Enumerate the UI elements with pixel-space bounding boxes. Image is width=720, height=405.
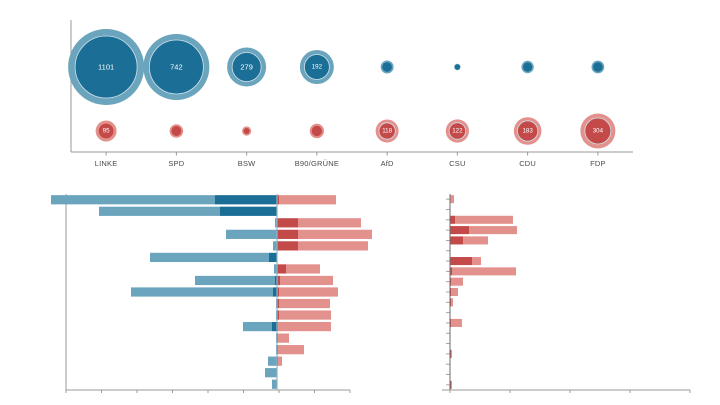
right-bar-row[interactable]: [450, 287, 458, 297]
left-bar-row[interactable]: [275, 218, 361, 228]
bubble-red-spd[interactable]: [169, 124, 184, 138]
bubble-chart-svg: [68, 20, 633, 156]
bubble-blue-spd[interactable]: [143, 34, 210, 100]
bubble-red-bsw[interactable]: [242, 126, 252, 136]
bubble-blue-bsw[interactable]: [227, 47, 267, 87]
right-bar-row[interactable]: [450, 267, 516, 276]
bubble-red-linke[interactable]: [95, 120, 117, 142]
left-bar-row[interactable]: [265, 368, 277, 378]
bubble-blue-linke[interactable]: [68, 29, 145, 105]
right-bar-row[interactable]: [450, 257, 481, 266]
left-bar-row[interactable]: [274, 264, 320, 274]
left-bar-row[interactable]: [276, 345, 304, 355]
left-bar-row[interactable]: [131, 287, 338, 297]
category-label-afd: AfD: [380, 159, 394, 168]
category-label-b90-gr-ne: B90/GRÜNE: [294, 159, 340, 168]
bubble-blue-csu[interactable]: [454, 63, 461, 71]
category-label-csu: CSU: [449, 159, 466, 168]
bubble-chart-panel: 1101 742 279 192 95 118 122 183 304 LINKE SPD BSW B…: [0, 0, 720, 180]
right-bar-row[interactable]: [450, 236, 488, 245]
left-bar-row[interactable]: [99, 206, 277, 216]
right-bar-row[interactable]: [450, 318, 462, 327]
left-bar-row[interactable]: [273, 241, 368, 251]
left-bar-row[interactable]: [268, 356, 282, 366]
bubble-blue-cdu[interactable]: [521, 60, 534, 74]
bubble-red-csu[interactable]: [445, 119, 469, 143]
bar-charts-panel: [0, 182, 720, 405]
bubble-blue-fdp[interactable]: [591, 60, 605, 74]
category-label-linke: LINKE: [94, 159, 118, 168]
bar-charts-svg: [51, 194, 691, 393]
left-bar-row[interactable]: [276, 310, 331, 320]
right-bar-row[interactable]: [450, 215, 513, 224]
left-bar-row[interactable]: [226, 229, 372, 239]
left-bar-row[interactable]: [243, 321, 331, 332]
category-label-fdp: FDP: [590, 159, 606, 168]
right-bar-row[interactable]: [450, 226, 517, 235]
bubble-blue-b90-gr-ne[interactable]: [299, 50, 334, 84]
left-bar-row[interactable]: [276, 298, 330, 309]
bubble-blue-afd[interactable]: [380, 60, 394, 74]
left-bar-row[interactable]: [51, 195, 336, 205]
category-label-cdu: CDU: [519, 159, 537, 168]
bubble-red-b90-gr-ne[interactable]: [309, 123, 325, 139]
category-label-bsw: BSW: [237, 159, 256, 168]
category-label-spd: SPD: [168, 159, 185, 168]
bubble-red-fdp[interactable]: [580, 113, 616, 149]
right-bar-row[interactable]: [450, 195, 454, 204]
left-bar-row[interactable]: [195, 275, 333, 286]
left-bar-row[interactable]: [276, 333, 289, 343]
bubble-red-cdu[interactable]: [513, 117, 542, 145]
left-bar-row[interactable]: [150, 252, 277, 263]
right-bar-row[interactable]: [450, 277, 463, 286]
left-bar-row[interactable]: [272, 379, 277, 389]
bubble-red-afd[interactable]: [375, 119, 399, 143]
